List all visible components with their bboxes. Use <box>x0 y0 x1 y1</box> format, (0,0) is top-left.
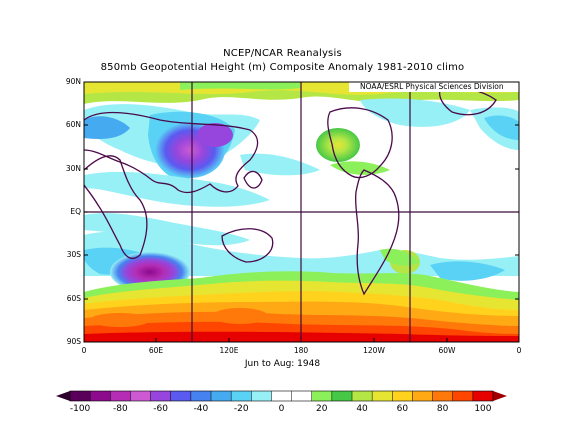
colorbar-swatch <box>472 391 494 401</box>
colorbar-swatch <box>90 391 111 401</box>
colorbar-max-arrow <box>493 391 507 401</box>
colorbar-swatch <box>271 391 292 401</box>
colorbar-swatch <box>452 391 474 401</box>
colorbar-tick-label: -80 <box>112 404 128 414</box>
lat-label-90s: 90S <box>66 337 81 346</box>
lon-label-60w: 60W <box>438 346 456 355</box>
colorbar-swatch <box>130 391 151 401</box>
colorbar-swatch <box>190 391 212 401</box>
colorbar-tick-label: -100 <box>69 404 91 414</box>
colorbar-swatch <box>392 391 413 401</box>
credit-box <box>349 80 519 92</box>
lon-label-120w: 120W <box>363 346 385 355</box>
colorbar-swatch <box>311 391 333 401</box>
colorbar-swatch <box>412 391 433 401</box>
credit-label: NOAA/ESRL Physical Sciences Division <box>360 82 504 91</box>
colorbar-tick-label: -40 <box>193 404 209 414</box>
graticule <box>84 82 519 342</box>
colorbar-tick-label: 80 <box>436 404 449 414</box>
colorbar-swatch <box>291 391 313 401</box>
colorbar-tick-label: 20 <box>316 404 328 414</box>
colorbar <box>56 390 507 402</box>
colorbar-swatch <box>251 391 272 401</box>
colorbar-swatch <box>211 391 232 401</box>
colorbar-swatch <box>432 391 454 401</box>
lon-label-0-west: 0 <box>81 346 87 355</box>
lat-label-eq: EQ <box>70 207 81 216</box>
colorbar-tick-label: -20 <box>233 404 249 414</box>
lon-label-120e: 120E <box>219 346 239 355</box>
time-period-label: Jun to Aug: 1948 <box>244 359 321 369</box>
colorbar-tick-label: 40 <box>356 404 368 414</box>
colorbar-tick-label: 0 <box>278 404 285 414</box>
colorbar-tick-label: 60 <box>396 404 409 414</box>
colorbar-min-arrow <box>56 391 70 401</box>
colorbar-frame <box>69 390 494 402</box>
lon-label-0-east: 0 <box>516 346 522 355</box>
lat-label-90n: 90N <box>65 77 81 86</box>
lat-label-30n: 30N <box>65 164 81 173</box>
axis-ticks <box>84 81 519 343</box>
colorbar-swatch <box>170 391 192 401</box>
colorbar-swatch <box>372 391 393 401</box>
colorbar-tick-label: -60 <box>153 404 168 414</box>
chart-title: NCEP/NCAR Reanalysis <box>223 48 342 59</box>
lon-label-60e: 60E <box>148 346 164 355</box>
colorbar-swatch <box>331 391 353 401</box>
colorbar-swatch <box>110 391 131 401</box>
colorbar-swatch <box>231 391 252 401</box>
colorbar-swatch <box>352 391 373 401</box>
chart-subtitle: 850mb Geopotential Height (m) Composite … <box>100 62 465 73</box>
lat-label-60s: 60S <box>66 294 81 303</box>
colorbar-tick-label: 100 <box>474 404 492 414</box>
colorbar-swatch <box>70 391 91 401</box>
lon-label-180: 180 <box>293 346 309 355</box>
colorbar-swatch <box>150 391 172 401</box>
lat-label-30s: 30S <box>66 250 81 259</box>
lat-label-60n: 60N <box>65 120 81 129</box>
